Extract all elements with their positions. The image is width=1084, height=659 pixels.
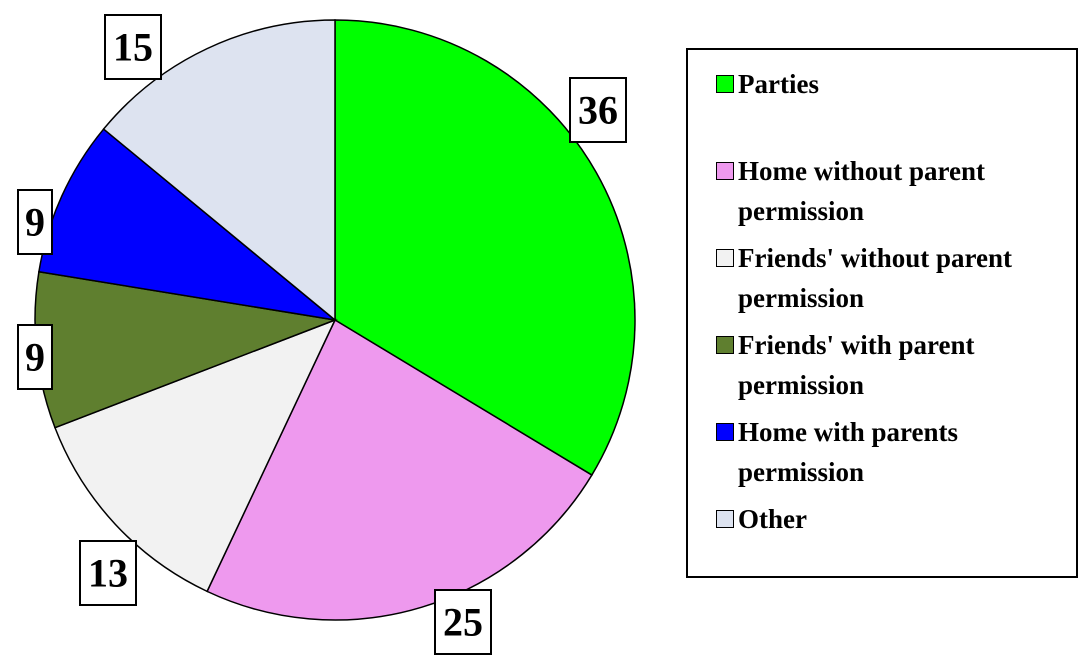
data-label: 9 [25,200,45,245]
legend-item: Friends' without parent permission [716,238,1076,318]
pie-slice [54,318,337,593]
pie-slice [102,19,336,322]
data-label: 25 [443,600,483,645]
label-box [79,540,137,606]
legend-swatch [716,423,734,441]
legend-swatch [716,249,734,267]
data-label: 15 [113,25,153,70]
data-label: 36 [578,88,618,133]
label-box [17,189,53,255]
pie-slice [38,127,338,322]
label-box [569,77,627,143]
legend-label: Friends' without parent permission [738,243,1013,313]
label-box [434,589,492,655]
legend-label: Other [738,504,807,534]
pie-slice [206,318,593,621]
label-box [17,324,53,390]
legend-label: Home without parent permission [738,156,985,226]
legend: Parties Home without parent permission Fri… [686,48,1078,578]
legend-swatch [716,510,734,528]
legend-swatch [716,75,734,93]
legend-item: Home without parent permission [716,151,1076,231]
data-label: 13 [88,551,128,596]
legend-swatch [716,162,734,180]
legend-label: Home with parents permission [738,417,958,487]
legend-item: Other [716,499,1076,539]
label-box [104,14,162,80]
legend-label: Parties [738,69,819,99]
legend-item: Home with parents permission [716,412,1076,492]
legend-item: Parties [716,64,1076,104]
pie-slice [334,19,636,477]
data-label: 9 [25,335,45,380]
legend-item: Friends' with parent permission [716,325,1076,405]
legend-swatch [716,336,734,354]
legend-label: Friends' with parent permission [738,330,975,400]
